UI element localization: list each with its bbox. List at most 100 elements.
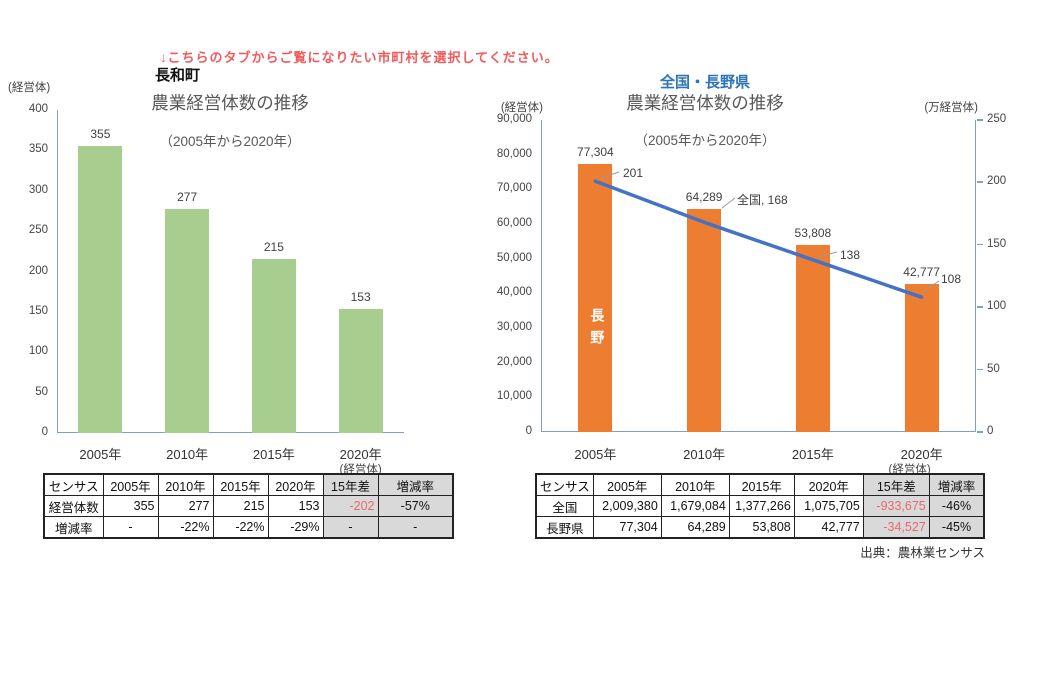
secondary-axis-unit-label: (万経営体) (924, 102, 978, 114)
line-point-label: 138 (840, 248, 861, 262)
y-tick-label: 50 (35, 385, 48, 398)
table-cell: 1,377,266 (728, 495, 795, 517)
y-axis-unit-label: (経営体) (8, 82, 51, 94)
table-cell: 1,075,705 (793, 495, 864, 517)
national-nagano-table: センサス 2005年 2010年 2015年 2020年 15年差 増減率 全国 2,009,3… (535, 473, 986, 539)
nagawa-tab-title[interactable]: 長和町 (155, 67, 201, 84)
bar-2020年 (338, 309, 383, 433)
bar-2005年 (78, 146, 123, 433)
bar-value-label: 42,777 (903, 264, 940, 279)
table-header-cell: 2015年 (212, 473, 269, 496)
table-row: 経営体数 355 277 215 153 -202 -57% (43, 495, 454, 517)
table-row: 長野県 77,304 64,289 53,808 42,777 -34,527 -45% (535, 516, 985, 539)
table-cell: - (377, 516, 454, 539)
line-point-label: 108 (941, 272, 962, 286)
table-cell: 215 (212, 495, 269, 517)
x-category-label: 2010年 (166, 447, 209, 462)
y-tick-label: 20,000 (496, 355, 532, 368)
plot-area (57, 110, 404, 433)
table-cell: -57% (377, 495, 454, 517)
instruction-text: ↓こちらのタブからご覧になりたい市町村を選択してください。 (160, 50, 559, 65)
table-cell: -22% (212, 516, 269, 539)
table-cell: 42,777 (793, 516, 864, 539)
secondary-y-tick-mark (977, 368, 983, 371)
secondary-y-tick-mark (977, 306, 983, 308)
secondary-y-tick-mark (977, 119, 983, 121)
table-header-cell: 2015年 (728, 473, 795, 496)
secondary-y-tick-label: 0 (987, 425, 994, 437)
table-row-label: 長野県 (535, 516, 594, 539)
table-row: 全国 2,009,380 1,679,084 1,377,266 1,075,705 -9… (535, 495, 985, 517)
y-tick-label: 10,000 (496, 390, 532, 403)
nagawa-table: センサス 2005年 2010年 2015年 2020年 15年差 増減率 経営体数 355 27… (43, 473, 454, 539)
table-cell: 53,808 (728, 516, 795, 539)
bar-2010年 (165, 209, 210, 433)
table-cell: -22% (157, 516, 214, 539)
bar-series-name-label: 長野 (589, 308, 606, 352)
national-nagano-tab-title[interactable]: 全国・長野県 (659, 74, 750, 91)
table-cell: -202 (322, 495, 379, 517)
x-category-label: 2015年 (791, 447, 834, 462)
y-tick-label: 300 (28, 183, 48, 196)
chart-title: 農業経営体数の推移 (151, 93, 309, 113)
y-tick-label: 400 (28, 103, 48, 115)
line-point-label: 201 (623, 166, 644, 180)
table-row: 増減率 - -22% -22% -29% - - (43, 516, 454, 539)
y-tick-label: 0 (525, 425, 532, 437)
table-cell: 64,289 (660, 516, 730, 539)
table-cell: 277 (157, 495, 214, 517)
table-header-cell: 15年差 (322, 473, 379, 496)
table-row-label: 全国 (535, 495, 594, 517)
bar-value-label: 277 (177, 190, 198, 205)
table-header-cell: 2010年 (157, 473, 214, 496)
y-tick-label: 150 (28, 304, 48, 317)
table-header-cell: 2020年 (793, 473, 864, 496)
y-tick-label: 80,000 (496, 147, 532, 160)
y-tick-label: 100 (28, 345, 48, 358)
table-header-cell: 増減率 (928, 473, 985, 496)
y-tick-label: 350 (28, 143, 48, 156)
line-point-label: 全国, 168 (737, 193, 788, 207)
chart-subtitle: （2005年から2020年） (634, 133, 776, 148)
bar-value-label: 153 (350, 290, 371, 305)
y-tick-label: 250 (28, 224, 48, 237)
secondary-y-tick-label: 150 (987, 237, 1007, 250)
table-header-cell: 2010年 (660, 473, 730, 496)
y-tick-label: 0 (41, 426, 48, 438)
bar-2020年 (904, 283, 939, 432)
chart-title: 農業経営体数の推移 (626, 93, 784, 113)
bar-2005年 (578, 164, 613, 432)
table-cell: - (102, 516, 159, 539)
bar-value-label: 64,289 (685, 190, 723, 205)
bar-value-label: 355 (90, 127, 111, 142)
table-cell: -29% (267, 516, 324, 539)
y-tick-label: 200 (28, 264, 48, 277)
secondary-y-tick-mark (977, 181, 983, 183)
table-cell: 77,304 (592, 516, 662, 539)
x-category-label: 2005年 (79, 447, 122, 462)
y-axis-unit-label: (経営体) (500, 102, 543, 114)
secondary-y-tick-label: 200 (987, 175, 1007, 188)
source-note: 出典：農林業センサス (860, 546, 985, 560)
table-header-cell: 15年差 (862, 473, 930, 496)
table-cell: -46% (928, 495, 985, 517)
secondary-y-tick-label: 250 (987, 113, 1007, 125)
table-header-cell: センサス (43, 473, 104, 496)
x-category-label: 2020年 (339, 447, 382, 462)
plot-area (541, 120, 976, 432)
table-header-cell: 増減率 (377, 473, 454, 496)
table-cell: 355 (102, 495, 159, 517)
x-category-label: 2020年 (900, 447, 943, 462)
table-cell: -34,527 (862, 516, 930, 539)
bar-2010年 (687, 209, 722, 432)
bar-2015年 (795, 245, 830, 432)
table-row-label: 増減率 (43, 516, 104, 539)
table-cell: - (322, 516, 379, 539)
table-row-label: 経営体数 (43, 495, 104, 517)
chart-subtitle: （2005年から2020年） (159, 134, 301, 149)
x-category-label: 2010年 (683, 447, 726, 462)
table-header-cell: 2005年 (592, 473, 662, 496)
